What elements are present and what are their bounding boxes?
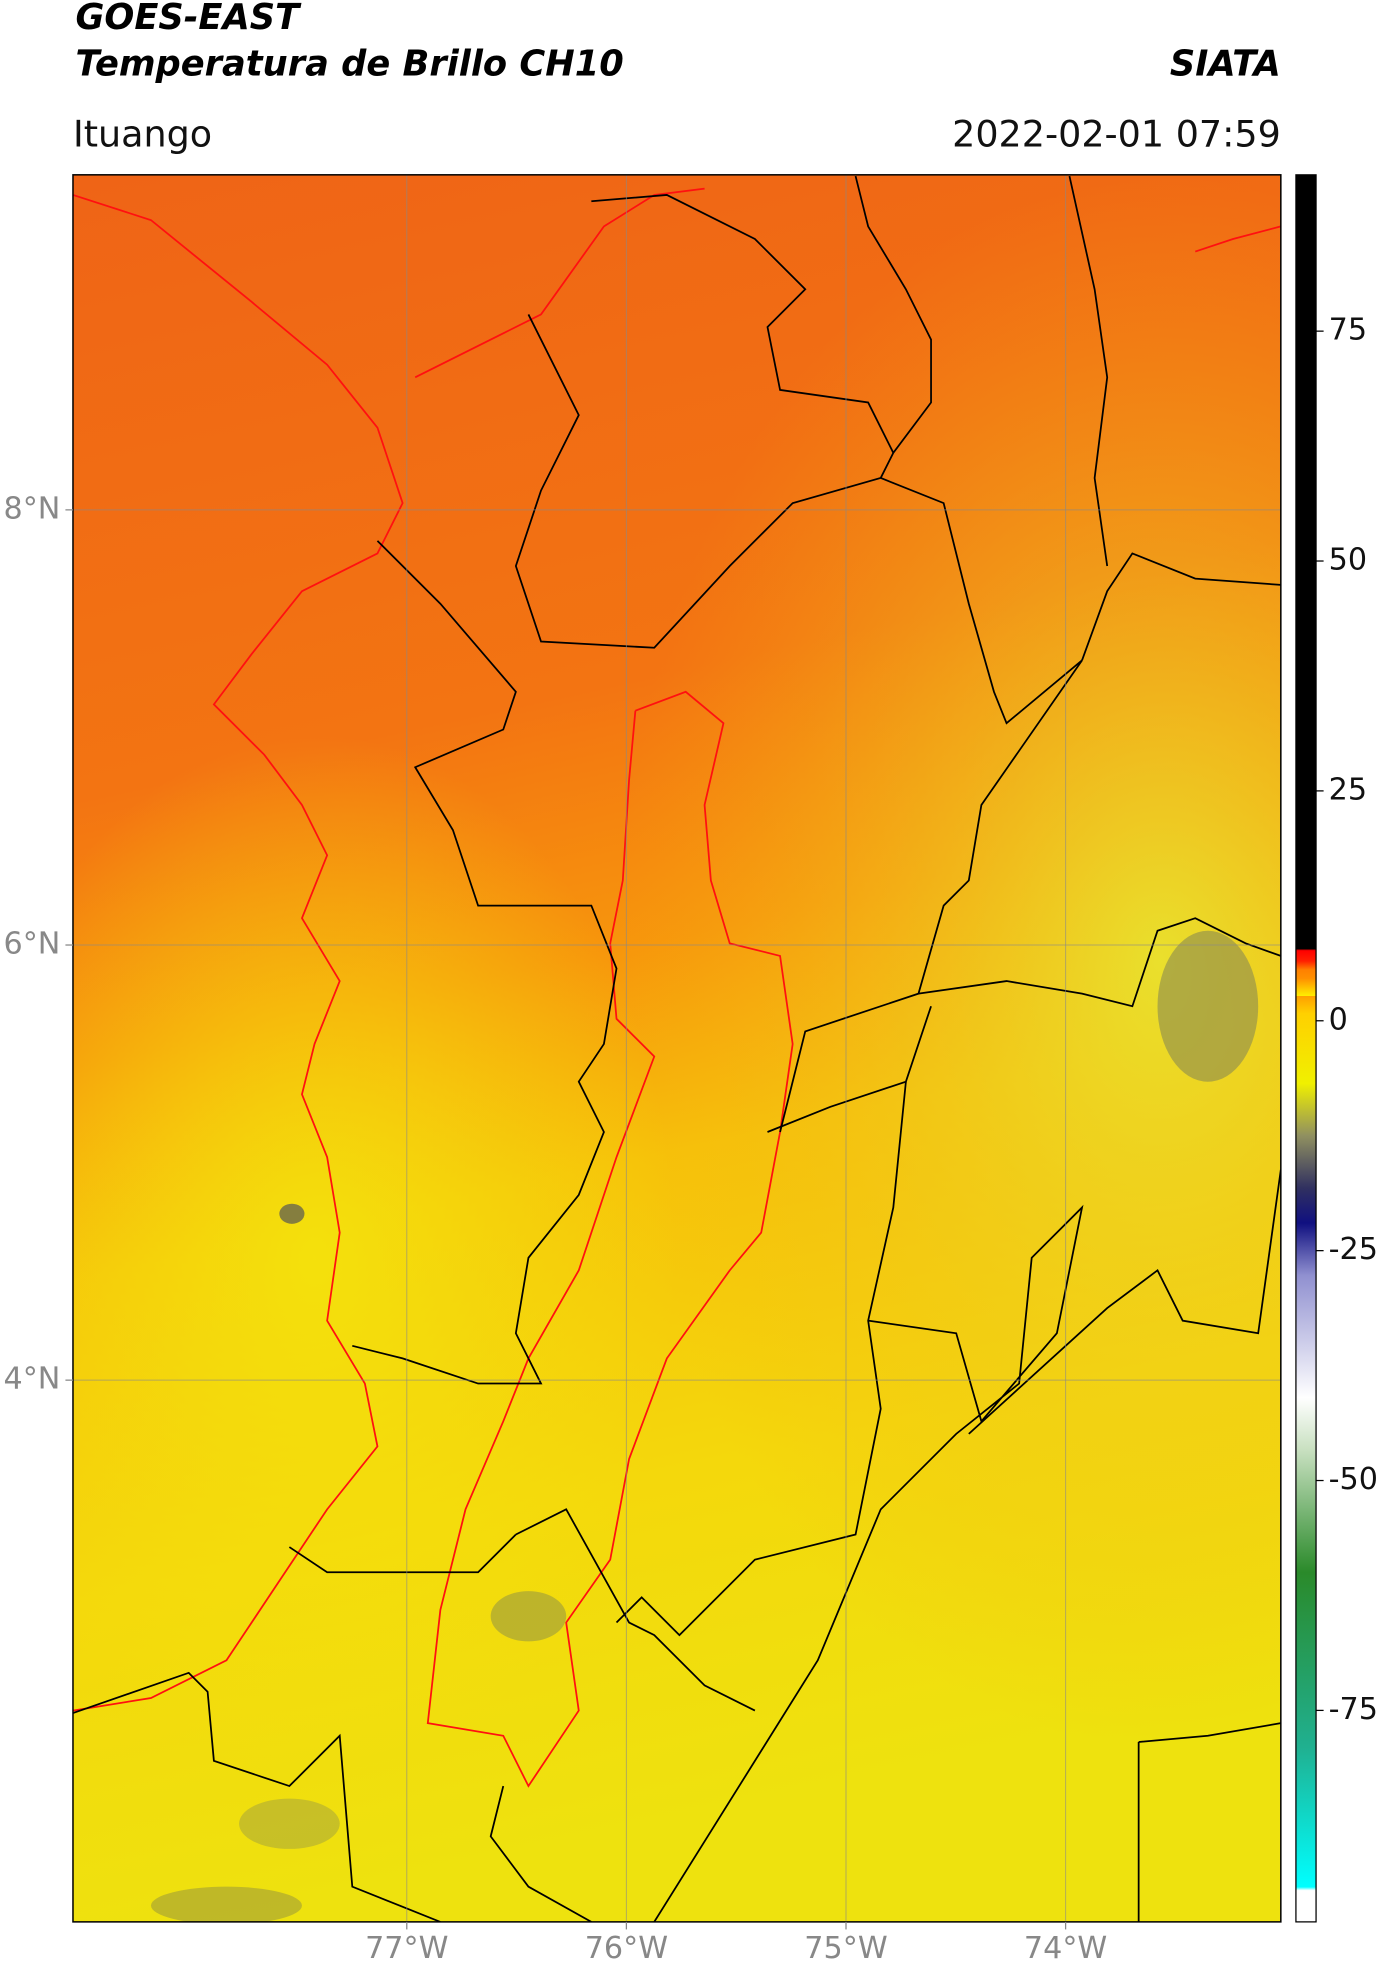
y-tick-label: 6°N: [3, 927, 60, 962]
source: SIATA: [1170, 43, 1281, 84]
x-tick-label: 74°W: [1024, 1931, 1107, 1966]
colorbar-tick-label: 25: [1329, 772, 1367, 807]
colorbar-tick-label: 0: [1329, 1002, 1348, 1037]
x-tick-label: 75°W: [804, 1931, 887, 1966]
colorbar-tick-label: -50: [1329, 1462, 1378, 1497]
map-frame: [72, 174, 1282, 1923]
colorbar: [1295, 174, 1317, 1923]
y-tick-label: 8°N: [3, 491, 60, 526]
y-tick-label: 4°N: [3, 1362, 60, 1397]
location: Ituango: [73, 112, 212, 155]
datetime: 2022-02-01 07:59: [952, 112, 1281, 155]
colorbar-tick-label: 75: [1329, 313, 1367, 348]
grid: [72, 174, 1281, 1922]
map-image: [72, 174, 1281, 1922]
x-tick-label: 76°W: [585, 1931, 668, 1966]
x-tick-label: 77°W: [365, 1931, 448, 1966]
colorbar-tick-label: -25: [1329, 1232, 1378, 1267]
title: GOES-EAST: [75, 0, 302, 38]
colorbar-tick-label: -75: [1329, 1692, 1378, 1727]
colorbar-tick-label: 50: [1329, 543, 1367, 578]
subtitle: Temperatura de Brillo CH10: [75, 43, 623, 84]
